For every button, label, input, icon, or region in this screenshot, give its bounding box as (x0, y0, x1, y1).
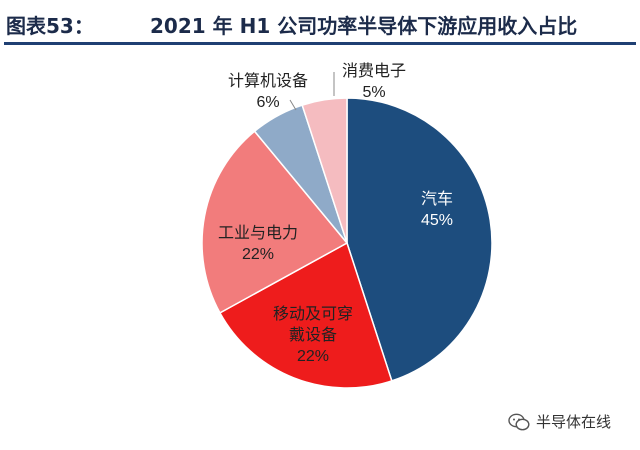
slice-label: 工业与电力 (218, 223, 298, 242)
slice-value-label: 22% (242, 246, 274, 263)
slice-label: 消费电子 (342, 61, 406, 80)
slice-label: 戴设备 (289, 325, 337, 344)
slice-value-label: 6% (256, 94, 279, 111)
leader-line (289, 99, 297, 111)
title-rule (4, 42, 636, 45)
watermark: 半导体在线 (508, 411, 611, 432)
pie-slice (346, 97, 493, 382)
slice-value-label: 5% (362, 84, 385, 101)
figure-label: 图表53： (6, 14, 94, 38)
watermark-text: 半导体在线 (536, 413, 612, 431)
slice-label: 计算机设备 (228, 71, 308, 90)
wechat-icon (508, 413, 530, 430)
slice-value-label: 22% (297, 348, 329, 365)
chart-title: 2021 年 H1 公司功率半导体下游应用收入占比 (150, 14, 578, 38)
slice-label: 移动及可穿 (273, 304, 353, 323)
pie-slice (201, 130, 349, 314)
slice-value-label: 45% (421, 212, 453, 229)
pie-slice (218, 241, 393, 389)
slice-label: 汽车 (421, 189, 453, 208)
pie-slice (301, 97, 348, 244)
header-bar: 图表53： 2021 年 H1 公司功率半导体下游应用收入占比 (0, 0, 640, 45)
